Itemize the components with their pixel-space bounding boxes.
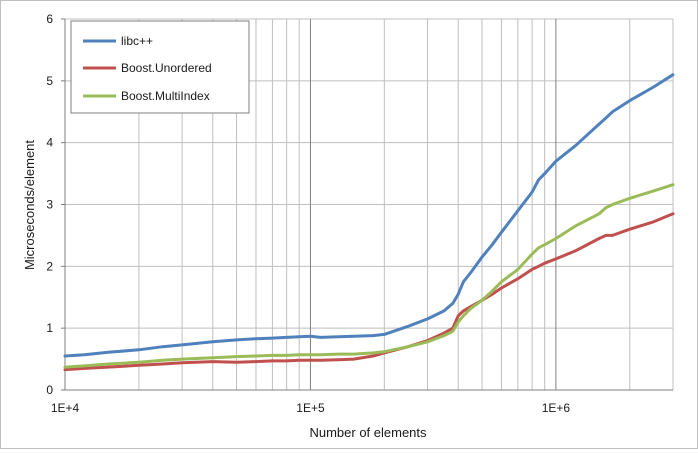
- series-line: [63, 73, 675, 358]
- legend-label: Boost.MultiIndex: [121, 89, 210, 103]
- series-line: [63, 183, 675, 369]
- x-tick-labels: 1E+4 1E+5 1E+6: [51, 401, 571, 415]
- legend: libc++ Boost.Unordered Boost.MultiIndex: [70, 20, 250, 114]
- y-tick-labels: 0 1 2 3 4 5 6: [46, 12, 53, 397]
- series-lines: [63, 73, 675, 372]
- y-tick-label: 5: [46, 74, 53, 88]
- axes: [61, 18, 673, 391]
- y-tick-label: 6: [46, 12, 53, 26]
- y-axis-title: Microseconds/element: [22, 140, 37, 270]
- grid: [65, 18, 674, 390]
- y-tick-label: 0: [46, 383, 53, 397]
- y-tick-label: 4: [46, 136, 53, 150]
- y-tick-label: 1: [46, 321, 53, 335]
- x-tick-label: 1E+5: [296, 401, 325, 415]
- legend-item: Boost.Unordered: [83, 61, 212, 75]
- series-line: [63, 212, 675, 372]
- legend-label: Boost.Unordered: [121, 61, 212, 75]
- y-tick-label: 2: [46, 259, 53, 273]
- x-tick-label: 1E+6: [542, 401, 571, 415]
- legend-item: Boost.MultiIndex: [83, 89, 210, 103]
- legend-item: libc++: [83, 34, 153, 48]
- x-tick-label: 1E+4: [51, 401, 80, 415]
- x-axis-title: Number of elements: [309, 425, 427, 440]
- legend-label: libc++: [121, 34, 153, 48]
- y-tick-label: 3: [46, 198, 53, 212]
